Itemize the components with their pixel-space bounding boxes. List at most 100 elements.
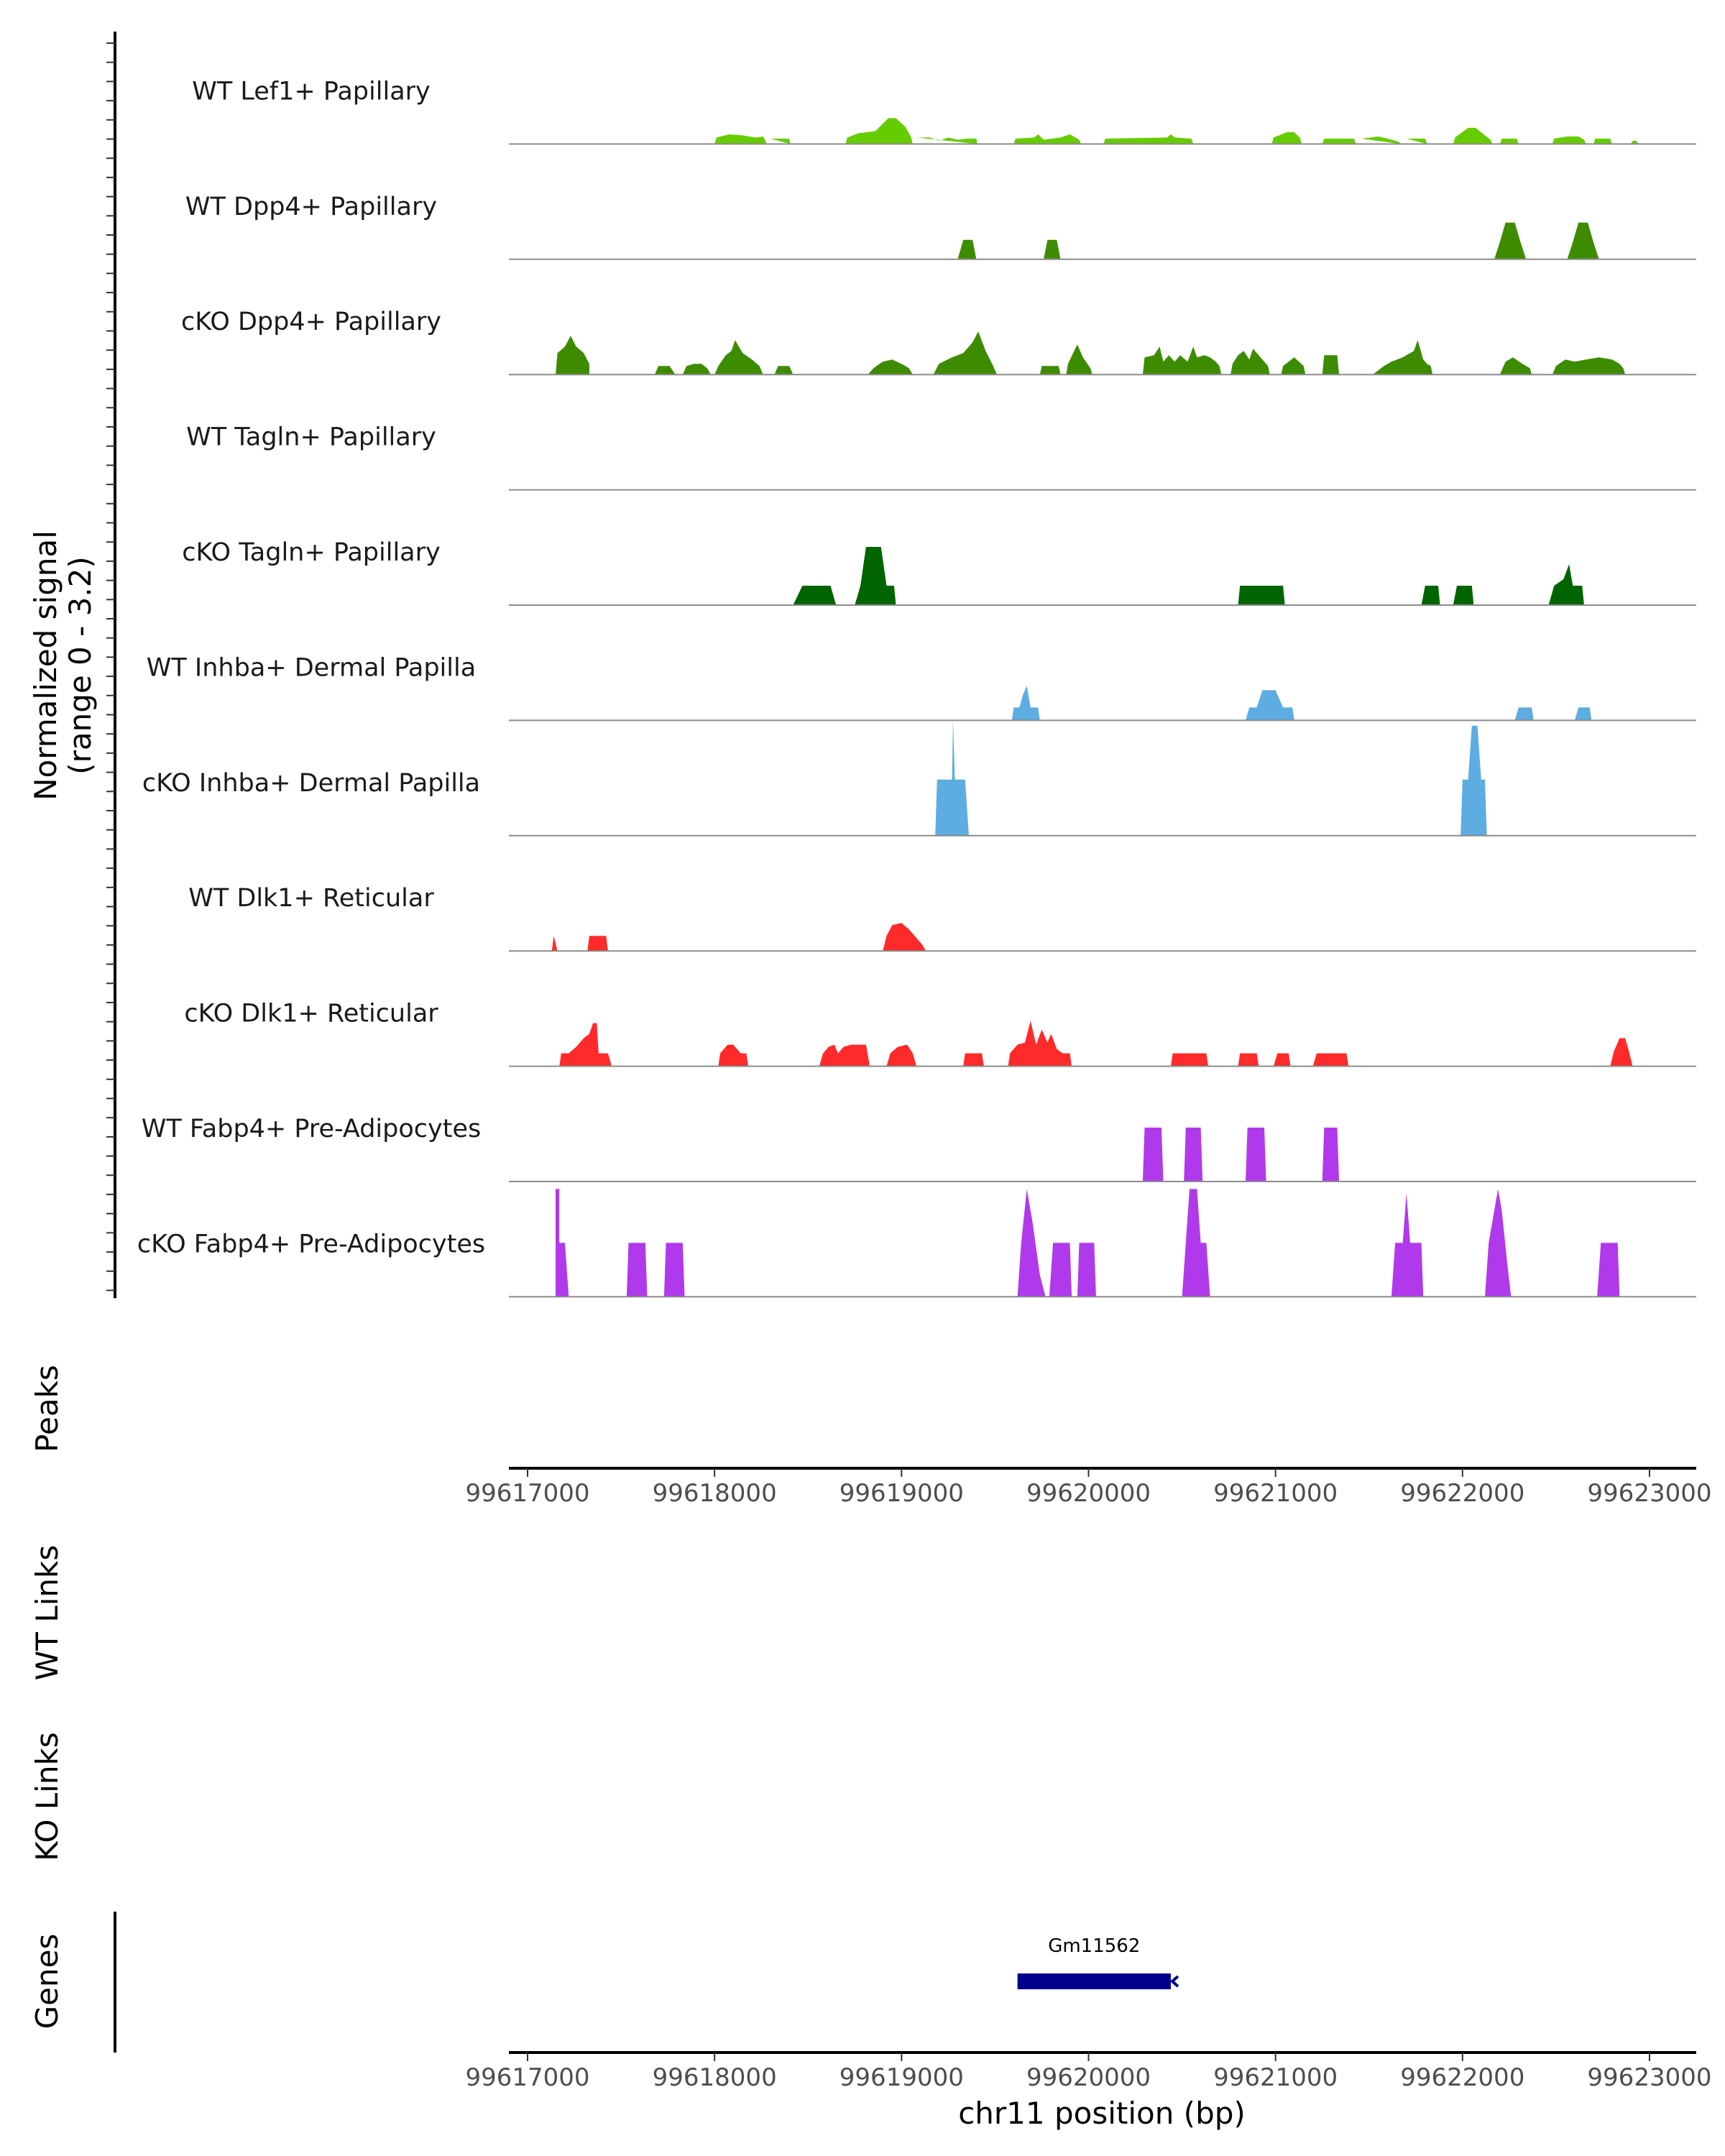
signal-peak	[1453, 127, 1493, 144]
signal-peak	[1142, 1128, 1164, 1181]
signal-peak	[1361, 136, 1401, 144]
peaks-title: Peaks	[29, 1365, 65, 1452]
signal-peak	[1322, 1128, 1340, 1181]
peaks-x-tick-label: 99623000	[1587, 1479, 1711, 1508]
bottom-x-axis: 99617000 99618000 99619000 99620000 99621000…	[465, 2051, 1711, 2092]
signal-peak	[1499, 357, 1532, 375]
signal-peak	[793, 586, 837, 605]
track-label: WT Lef1+ Papillary	[192, 77, 431, 106]
signal-peak	[1049, 1243, 1072, 1297]
coverage-tracks: WT Lef1+ Papillary WT Dpp4+ Papillary cKO …	[137, 77, 1696, 1298]
ko-links-title: KO Links	[29, 1732, 65, 1861]
signal-peak	[1238, 1053, 1259, 1067]
bottom-x-tick-label: 99620000	[1026, 2063, 1151, 2092]
signal-peak	[559, 1023, 612, 1067]
signal-peak	[1066, 344, 1092, 375]
signal-peak	[935, 719, 969, 836]
track-wt-dpp4-papillary: WT Dpp4+ Papillary	[185, 193, 1696, 260]
x-axis-title: chr11 position (bp)	[958, 2096, 1246, 2131]
signal-peak	[1271, 132, 1302, 144]
signal-peak	[587, 936, 608, 952]
signal-peak	[1406, 138, 1427, 144]
signal-peak	[1246, 1128, 1266, 1181]
signal-peak	[933, 331, 997, 375]
signal-peak	[1322, 138, 1356, 144]
signal-peak	[1011, 686, 1040, 721]
signal-peak	[682, 364, 711, 375]
signal-peak	[1391, 1193, 1424, 1297]
y-axis-title-line1: Normalized signal	[28, 530, 63, 801]
bottom-x-tick-label: 99622000	[1400, 2063, 1524, 2092]
track-cko-fabp4-pre-adipocytes: cKO Fabp4+ Pre-Adipocytes	[137, 1189, 1696, 1298]
track-label: cKO Inhba+ Dermal Papilla	[142, 769, 480, 798]
peaks-x-axis: 99617000 99618000 99619000 99620000 99621000…	[465, 1467, 1711, 1508]
gene-body	[1017, 1973, 1171, 1989]
signal-peak	[1485, 1189, 1512, 1297]
signal-peak	[1013, 134, 1082, 144]
signal-peak	[1238, 586, 1285, 605]
signal-peak	[819, 1044, 870, 1067]
peaks-x-tick-label: 99617000	[465, 1479, 589, 1508]
gene-label: Gm11562	[1048, 1935, 1140, 1957]
signal-peak	[1103, 134, 1194, 144]
track-label: WT Dlk1+ Reticular	[188, 884, 434, 913]
track-label: cKO Dlk1+ Reticular	[184, 1000, 438, 1028]
signal-peak	[1274, 1053, 1291, 1067]
signal-peak	[868, 359, 913, 375]
signal-peak	[1567, 222, 1599, 259]
track-label: WT Inhba+ Dermal Papilla	[147, 653, 476, 682]
signal-peak	[1453, 586, 1474, 605]
bottom-x-tick-label: 99623000	[1587, 2063, 1711, 2092]
track-label: WT Tagln+ Papillary	[186, 423, 436, 452]
signal-peak	[1230, 349, 1270, 375]
bottom-x-tick-label: 99621000	[1213, 2063, 1338, 2092]
signal-peak	[1281, 357, 1306, 375]
track-cko-dpp4-papillary: cKO Dpp4+ Papillary	[181, 308, 1696, 376]
track-label: cKO Fabp4+ Pre-Adipocytes	[137, 1230, 485, 1258]
signal-peak	[886, 1044, 917, 1067]
signal-peak	[1322, 355, 1340, 375]
signal-peak	[654, 366, 676, 375]
genes-title: Genes	[29, 1934, 65, 2030]
signal-peak	[1421, 586, 1440, 605]
signal-peak	[1008, 1021, 1072, 1067]
signal-peak	[1548, 564, 1584, 605]
signal-peak	[714, 340, 763, 375]
signal-peak	[1372, 340, 1433, 375]
signal-peak	[1077, 1243, 1096, 1297]
track-wt-fabp4-pre-adipocytes: WT Fabp4+ Pre-Adipocytes	[142, 1115, 1696, 1182]
signal-peak	[774, 366, 794, 375]
signal-peak	[1574, 707, 1592, 721]
signal-peak	[963, 1053, 984, 1067]
bottom-x-tick-label: 99619000	[840, 2063, 964, 2092]
peaks-x-tick-label: 99619000	[840, 1479, 964, 1508]
signal-peak	[1017, 1189, 1046, 1297]
track-cko-dlk1-reticular: cKO Dlk1+ Reticular	[184, 1000, 1696, 1067]
signal-peak	[714, 134, 767, 144]
signal-peak	[916, 137, 978, 144]
signal-peak	[1593, 138, 1612, 144]
signal-peak	[1039, 366, 1061, 375]
track-wt-dlk1-reticular: WT Dlk1+ Reticular	[188, 884, 1696, 952]
signal-peak	[626, 1243, 648, 1297]
signal-peak	[1182, 1189, 1210, 1297]
wt-links-title: WT Links	[29, 1545, 65, 1680]
signal-peak	[1610, 1038, 1633, 1067]
bottom-x-tick-label: 99618000	[653, 2063, 777, 2092]
track-wt-inhba-dermal-papilla: WT Inhba+ Dermal Papilla	[147, 653, 1696, 722]
signal-peak	[1499, 138, 1519, 144]
signal-peak	[551, 936, 558, 952]
track-label: cKO Dpp4+ Papillary	[181, 308, 441, 336]
signal-peak	[1044, 239, 1061, 259]
genes-panel: Gm11562	[114, 1912, 1179, 2053]
left-axis	[106, 32, 116, 1299]
track-wt-tagln-papillary: WT Tagln+ Papillary	[186, 423, 1696, 491]
signal-peak	[1312, 1053, 1349, 1067]
signal-peak	[957, 239, 977, 259]
track-cko-tagln-papillary: cKO Tagln+ Papillary	[182, 538, 1696, 606]
signal-peak	[556, 336, 589, 375]
signal-peak	[1514, 707, 1534, 721]
signal-peak	[556, 1189, 569, 1297]
